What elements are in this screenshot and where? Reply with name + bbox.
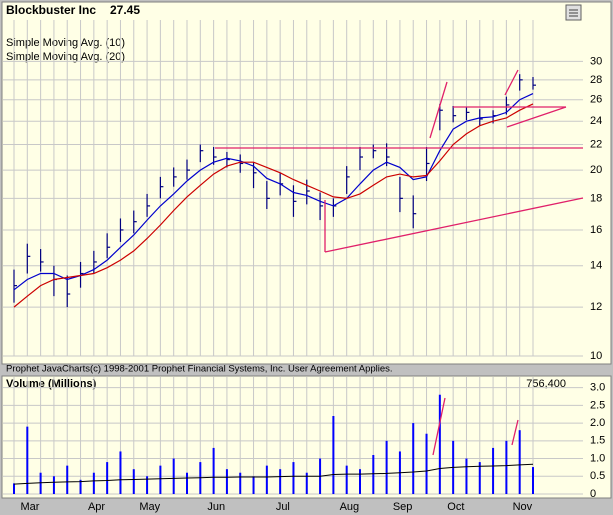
moving-average: [13, 93, 534, 291]
volume-bar: [345, 465, 348, 494]
volume-bar: [279, 469, 282, 494]
volume-bar: [478, 462, 481, 494]
x-tick-label: Oct: [447, 501, 464, 513]
footer: Prophet JavaCharts(c) 1998-2001 Prophet …: [6, 364, 393, 375]
y-tick-label: 0: [590, 488, 596, 500]
volume-bar: [52, 476, 55, 494]
legend-entry: Simple Moving Avg. (20): [6, 51, 125, 63]
y-tick-label: 14: [590, 260, 602, 272]
volume-bar: [292, 462, 295, 494]
volume-bar: [39, 472, 42, 494]
volume-bar: [425, 433, 428, 494]
last-price: 27.45: [110, 3, 140, 17]
volume-bar: [385, 440, 388, 494]
y-tick-label: 3.0: [590, 382, 605, 394]
volume-bar: [412, 423, 415, 494]
x-tick-label: May: [139, 501, 160, 513]
y-tick-label: 28: [590, 74, 602, 86]
y-tick-label: 1.0: [590, 452, 605, 464]
y-tick-label: 22: [590, 138, 602, 150]
x-tick-label: Jun: [207, 501, 225, 513]
trend-lines: [215, 69, 584, 456]
volume-bar: [518, 430, 521, 494]
y-tick-label: 18: [590, 192, 602, 204]
y-tick-label: 10: [590, 350, 602, 362]
volume-bar: [305, 472, 308, 494]
y-tick-label: 2.5: [590, 399, 605, 411]
volume-bar: [159, 465, 162, 494]
volume-bar: [119, 451, 122, 494]
volume-bar: [265, 465, 268, 494]
y-tick-label: 0.5: [590, 470, 605, 482]
volume-bar: [132, 469, 135, 494]
volume-bar: [26, 426, 29, 494]
last-volume: 756,400: [526, 378, 566, 390]
volume-bar: [465, 458, 468, 494]
volume-title: Volume (Millions): [6, 378, 97, 390]
volume-bar: [492, 447, 495, 494]
volume-bar: [239, 472, 242, 494]
moving-average: [13, 103, 534, 308]
x-tick-label: Apr: [88, 501, 105, 513]
volume-bar: [532, 467, 534, 494]
x-tick-label: Nov: [513, 501, 533, 513]
volume-bar: [92, 472, 95, 494]
volume-bar: [13, 483, 15, 494]
y-tick-label: 16: [590, 224, 602, 236]
y-tick-label: 12: [590, 301, 602, 313]
y-tick-label: 30: [590, 55, 602, 67]
volume-bar: [505, 440, 508, 494]
volume-bar: [172, 458, 175, 494]
volume-average: [13, 463, 534, 485]
volume-bar: [186, 472, 188, 494]
y-tick-label: 26: [590, 94, 602, 106]
volume-bar: [146, 476, 149, 494]
volume-bar: [332, 416, 335, 494]
volume-bar: [79, 479, 82, 494]
volume-bar: [66, 465, 69, 494]
volume-bar: [225, 469, 228, 494]
volume-bar: [106, 462, 109, 494]
x-tick-label: Aug: [340, 501, 360, 513]
volume-bar: [252, 476, 255, 494]
y-tick-label: 2.0: [590, 417, 605, 429]
volume-bar: [212, 447, 215, 494]
chart-title: Blockbuster Inc: [6, 3, 96, 17]
legend-entry: Simple Moving Avg. (10): [6, 37, 125, 49]
volume-bar: [438, 394, 441, 494]
y-tick-label: 24: [590, 115, 602, 127]
x-tick-label: Jul: [276, 501, 290, 513]
y-tick-label: 20: [590, 164, 602, 176]
x-tick-label: Mar: [21, 501, 40, 513]
y-tick-label: 1.5: [590, 435, 605, 447]
print-icon[interactable]: [565, 4, 582, 21]
volume-bar: [372, 455, 375, 494]
x-tick-label: Sep: [393, 501, 413, 513]
volume-bar: [359, 469, 361, 494]
